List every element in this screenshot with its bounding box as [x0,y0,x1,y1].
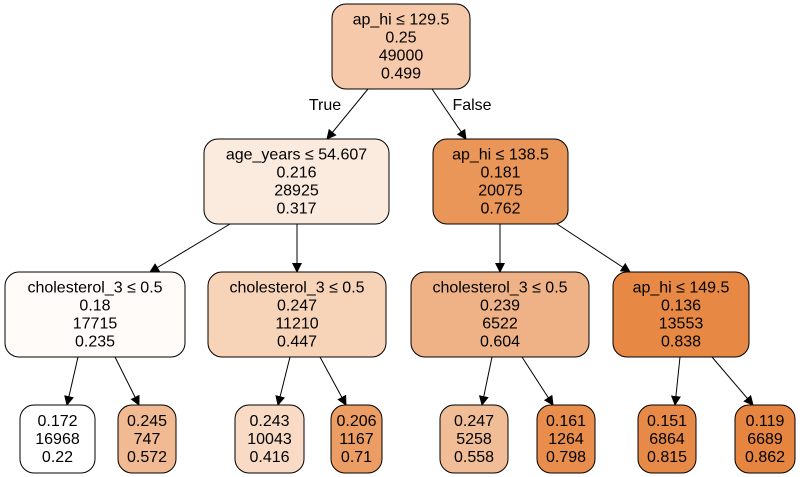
node-text-line: 0.499 [381,66,421,83]
node-text-line: 28925 [274,183,319,200]
node-box [432,138,569,225]
edge-n5-n11 [478,356,493,406]
edges-layer [64,88,754,406]
node-text-line: 0.22 [42,449,73,466]
node-text-line: 6864 [649,431,685,448]
node-text-line: age_years ≤ 54.607 [226,147,367,164]
node-box [734,404,796,474]
node-text-line: 0.558 [454,449,494,466]
node-text-line: 0.18 [79,298,110,315]
edge-n6-n14 [711,356,754,406]
node-text-line: 0.172 [37,413,77,430]
edge-n6-n13 [670,356,681,406]
edge-n2-n6 [556,223,631,273]
node-text-line: 0.798 [546,449,586,466]
node-text-line: 0.235 [75,334,115,351]
node-text-line: 0.161 [546,413,586,430]
node-text-line: 0.151 [647,413,687,430]
node-text-line: 0.206 [336,413,376,430]
node-text-line: ap_hi ≤ 138.5 [452,147,549,164]
node-text-line: 0.572 [127,449,167,466]
node-text-line: 0.838 [661,334,701,351]
node-text-line: 0.815 [647,449,687,466]
node-box [439,404,509,474]
node-text-line: 1264 [548,431,584,448]
edge-n3-n7 [64,356,79,406]
node-text-line: 20075 [478,183,523,200]
node-text-line: 0.604 [480,334,520,351]
edge-label-true: True [309,97,341,114]
node-box [207,271,387,358]
node-text-line: 0.317 [276,201,316,218]
edge-n1-n3 [149,223,231,273]
node-text-line: 1167 [339,431,374,448]
edge-n0-n2 [431,88,467,140]
node-text-line: 6689 [747,431,783,448]
node-box [203,138,390,225]
node-text-line: 5258 [456,431,492,448]
node-box [331,3,471,90]
node-text-line: 0.447 [277,334,317,351]
node-text-line: 10043 [247,431,292,448]
node-text-line: 0.25 [385,30,416,47]
edge-n3-n8 [114,356,140,406]
node-box [330,404,383,474]
node-text-line: 0.247 [277,298,317,315]
node-box [4,271,186,358]
node-box [637,404,697,474]
node-text-line: 0.239 [480,298,520,315]
node-text-line: 49000 [379,48,424,65]
edge-n4-n10 [319,356,347,406]
node-text-line: ap_hi ≤ 149.5 [633,280,730,297]
node-text-line: 0.247 [454,413,494,430]
node-text-line: 0.119 [746,413,785,430]
node-text-line: cholesterol_3 ≤ 0.5 [27,280,162,297]
node-text-line: 0.181 [480,165,520,182]
node-box [536,404,596,474]
node-box [234,404,305,474]
node-text-line: 0.216 [276,165,316,182]
node-text-line: 17715 [73,316,118,333]
node-text-line: 0.862 [745,449,785,466]
node-text-line: cholesterol_3 ≤ 0.5 [229,280,364,297]
node-text-line: 0.136 [661,298,701,315]
node-text-line: 13553 [659,316,704,333]
node-text-line: 0.762 [480,201,520,218]
edge-n4-n9 [275,356,291,406]
node-text-line: 0.71 [341,449,372,466]
node-text-line: 0.245 [127,413,167,430]
node-box [612,271,750,358]
edge-n5-n12 [521,356,554,406]
node-box [117,404,177,474]
node-text-line: cholesterol_3 ≤ 0.5 [432,280,567,297]
node-text-line: 11210 [275,316,318,333]
node-box [19,404,96,474]
node-box [410,271,590,358]
node-text-line: 0.416 [249,449,289,466]
node-text-line: 0.243 [249,413,289,430]
node-text-line: 16968 [35,431,80,448]
edge-n0-n1 [326,88,369,140]
node-text-line: 747 [134,431,161,448]
node-text-line: ap_hi ≤ 129.5 [353,12,450,29]
node-text-line: 6522 [482,316,518,333]
edge-label-false: False [452,97,491,114]
